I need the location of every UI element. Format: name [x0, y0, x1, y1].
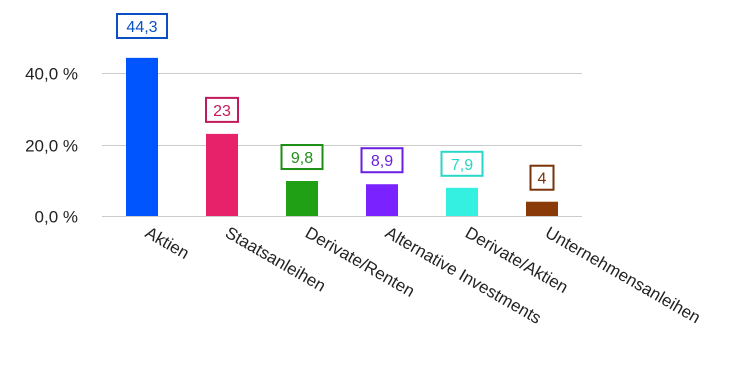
data-label: 9,8	[280, 144, 324, 171]
data-label-text: 23	[213, 103, 231, 120]
data-label: 44,3	[116, 13, 168, 39]
data-label-box	[360, 147, 404, 174]
data-label: 7,9	[440, 150, 484, 177]
data-label-text: 4	[538, 171, 547, 188]
grid-layer	[102, 73, 582, 217]
data-label-box	[205, 96, 239, 123]
data-label: 8,9	[360, 147, 404, 174]
bar	[366, 184, 398, 216]
data-label-text: 44,3	[126, 19, 157, 36]
x-tick-label: Unternehmensanleihen	[542, 223, 704, 327]
data-label-text: 9,8	[291, 150, 313, 167]
data-label: 4	[529, 164, 555, 191]
bar	[126, 57, 158, 216]
bar	[526, 201, 558, 216]
y-tick-label: 40,0 %	[25, 65, 78, 84]
bar	[446, 187, 478, 216]
y-tick-label: 0,0 %	[35, 208, 78, 227]
data-label-box	[529, 164, 555, 191]
data-label-box	[116, 13, 168, 39]
data-label: 23	[205, 96, 239, 123]
data-label-layer: 44,3 23 9,8 8,9 7,9 4	[116, 13, 555, 191]
data-label-text: 7,9	[451, 157, 473, 174]
y-tick-label: 20,0 %	[25, 137, 78, 156]
bar	[286, 181, 318, 216]
bar	[206, 133, 238, 216]
data-label-box	[440, 150, 484, 177]
data-label-box	[280, 144, 324, 171]
x-tick-label: Aktien	[142, 223, 192, 263]
bar-layer	[126, 57, 558, 216]
data-label-text: 8,9	[371, 153, 393, 170]
